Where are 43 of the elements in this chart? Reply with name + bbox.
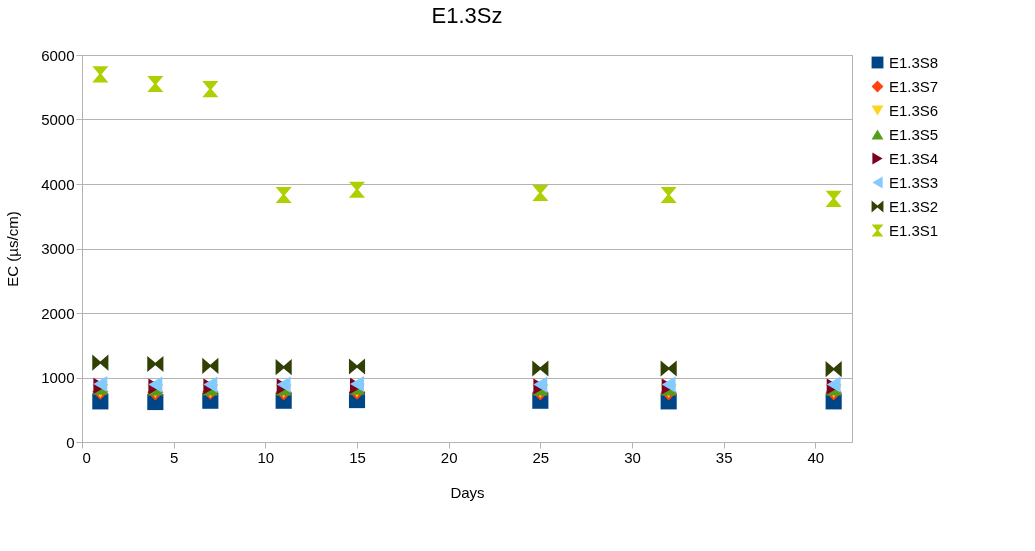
x-tick-label: 30 — [624, 448, 641, 466]
point — [275, 359, 292, 376]
point — [275, 186, 292, 204]
x-axis-title: Days — [450, 483, 485, 501]
y-tick-label: 5000 — [41, 111, 75, 128]
y-tick-label: 0 — [66, 433, 75, 451]
point — [202, 357, 219, 374]
point — [348, 181, 366, 198]
y-tick-label: 4000 — [41, 175, 75, 193]
point — [147, 75, 164, 93]
point — [147, 355, 164, 373]
y-tick-label: 1000 — [41, 369, 75, 386]
legend-label: E1.3S5 — [889, 125, 939, 143]
legend-label: E1.3S1 — [889, 221, 939, 239]
x-tick-label: 40 — [807, 448, 825, 466]
x-tick-label: 10 — [257, 448, 275, 466]
legend-label: E1.3S4 — [889, 149, 939, 167]
point — [92, 354, 109, 371]
point — [660, 360, 677, 377]
point — [825, 361, 842, 378]
legend-label: E1.3S8 — [889, 53, 939, 71]
y-tick-label: 2000 — [41, 304, 75, 322]
point — [92, 66, 109, 83]
y-tick-label: 6000 — [41, 46, 75, 64]
point — [660, 186, 677, 204]
x-tick-label: 35 — [715, 448, 733, 466]
legend-label: E1.3S6 — [889, 101, 939, 119]
x-tick-label: 25 — [532, 448, 550, 466]
x-tick-label: 20 — [440, 448, 458, 466]
x-tick-label: 0 — [82, 448, 91, 466]
y-axis-title: EC (µs/cm) — [4, 211, 22, 287]
x-tick-label: 5 — [169, 448, 179, 466]
point — [202, 81, 219, 98]
legend-label: E1.3S3 — [889, 173, 939, 191]
legend-label: E1.3S2 — [889, 197, 939, 215]
y-tick-label: 3000 — [41, 240, 75, 257]
x-tick-label: 15 — [349, 448, 366, 466]
point — [532, 360, 549, 377]
point — [825, 190, 842, 207]
legend-label: E1.3S7 — [889, 77, 939, 95]
chart-title: E1.3Sz — [431, 3, 503, 28]
point — [532, 184, 549, 202]
point — [348, 358, 366, 375]
